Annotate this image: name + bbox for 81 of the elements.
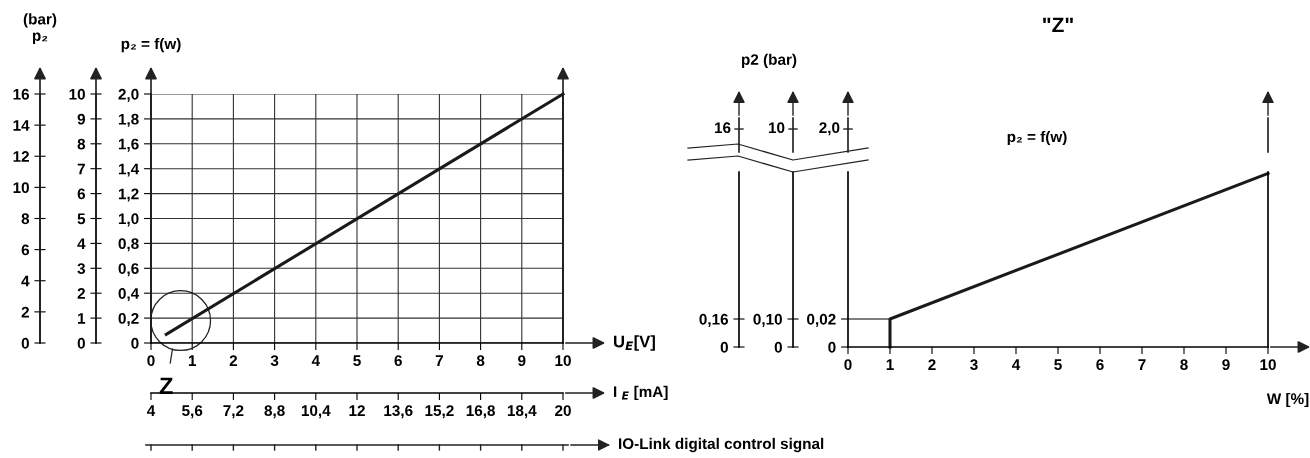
y-tick-label: 1,4 — [118, 163, 140, 177]
x-tick-label: 7 — [1138, 359, 1146, 370]
y3-tick-label: 4 — [21, 275, 30, 287]
y-axis-title: p₂ = f(w) — [121, 37, 181, 53]
x-tick-label: 4 — [311, 355, 320, 366]
x-axis-title: U$_{E}$[V] — [614, 335, 655, 351]
x-tick-label: 3 — [270, 355, 279, 367]
x-tick-label: 8 — [476, 355, 485, 367]
x-tick-label: 3 — [970, 359, 978, 371]
x-tick-label: 7 — [435, 355, 443, 366]
x-tick-label: 4 — [1011, 359, 1021, 370]
text: p2 (bar) — [742, 53, 797, 68]
y-tick-label: 1,6 — [118, 138, 139, 152]
y2-tick-label: 7 — [77, 163, 85, 175]
y3-axis-title: (bar) p₂ — [23, 13, 57, 44]
x2-tick-label: 15,2 — [425, 405, 454, 419]
y3-tick-label: 16 — [13, 88, 30, 100]
y3-tick-label: 14 — [13, 120, 30, 131]
x-tick-label: 10 — [555, 355, 571, 367]
x-tick-label: 1 — [188, 355, 197, 366]
y2-tick-label: 4 — [77, 238, 86, 249]
annotation: Z — [159, 377, 173, 394]
x-tick-label: 0 — [147, 355, 155, 367]
y-tick-label: 0,02 — [807, 313, 836, 327]
y2-tick-label: 10 — [69, 88, 85, 100]
y-tick-label: 1,0 — [118, 213, 139, 227]
y-tick-label: 1,8 — [118, 113, 139, 127]
text: "Z" — [1043, 17, 1073, 33]
x-tick-label: 2 — [928, 359, 936, 370]
x-tick-label: 6 — [394, 355, 402, 367]
y3-tick-label: 10 — [13, 182, 29, 194]
x2-tick-label: 20 — [555, 405, 571, 417]
y2-tick-label: 2 — [77, 288, 85, 299]
x2-tick-label: 12 — [349, 405, 365, 416]
text: IO-Link digital control signal — [619, 437, 824, 453]
y-tick-label: 1,2 — [118, 188, 139, 202]
x2-tick-label: 16,8 — [466, 405, 495, 419]
x2-tick-label: 13,6 — [384, 405, 413, 419]
y3-tick-label: 0 — [720, 341, 728, 353]
y2-tick-label: 1 — [78, 313, 86, 324]
y3-tick-label: 0,16 — [699, 313, 729, 327]
x2-axis-title: I $_{E}$ [mA] — [614, 385, 668, 401]
text: p₂ = f(w) — [1007, 130, 1067, 146]
y3-tick-label: 6 — [21, 244, 30, 256]
x-tick-label: 9 — [1222, 359, 1230, 371]
x-tick-label: 5 — [1054, 359, 1062, 371]
x-axis-title: W [%] — [1266, 392, 1309, 408]
y2-tick-label: 0 — [77, 337, 85, 349]
y2-tick-label: 6 — [77, 188, 86, 200]
x2-tick-label: 4 — [146, 405, 156, 416]
y2-tick-label: 0,10 — [753, 313, 782, 327]
y-tick-label: 0,4 — [118, 288, 140, 302]
text: 16 — [714, 122, 731, 134]
x-tick-label: 9 — [518, 355, 526, 367]
y2-tick-label: 8 — [77, 138, 86, 150]
y3-tick-label: 8 — [21, 213, 30, 225]
x-tick-label: 5 — [353, 355, 361, 367]
y-tick-label: 0,6 — [118, 263, 139, 277]
x2-tick-label: 10,4 — [301, 405, 331, 419]
x2-tick-label: 8,8 — [264, 405, 285, 419]
y-tick-label: 0,8 — [118, 238, 139, 252]
x-tick-label: 2 — [229, 355, 238, 366]
y2-tick-label: 3 — [77, 263, 86, 275]
x2-tick-label: 5,6 — [182, 405, 203, 419]
y3-tick-label: 2 — [21, 306, 29, 318]
text: 10 — [768, 122, 785, 134]
x2-tick-label: 7,2 — [223, 405, 244, 419]
y2-tick-label: 0 — [774, 341, 782, 353]
x-tick-label: 8 — [1180, 359, 1188, 371]
y3-tick-label: 12 — [13, 151, 29, 162]
y-tick-label: 2,0 — [118, 88, 139, 102]
x-tick-label: 1 — [886, 359, 894, 370]
y3-tick-label: 0 — [21, 337, 29, 349]
y-tick-label: 0 — [131, 337, 139, 349]
x-tick-label: 0 — [844, 359, 852, 371]
x-tick-label: 6 — [1096, 359, 1104, 371]
y2-tick-label: 5 — [77, 213, 86, 225]
y-tick-label: 0,2 — [118, 312, 139, 326]
x-tick-label: 10 — [1260, 359, 1276, 371]
y2-tick-label: 9 — [77, 113, 86, 125]
x2-tick-label: 18,4 — [507, 405, 537, 419]
